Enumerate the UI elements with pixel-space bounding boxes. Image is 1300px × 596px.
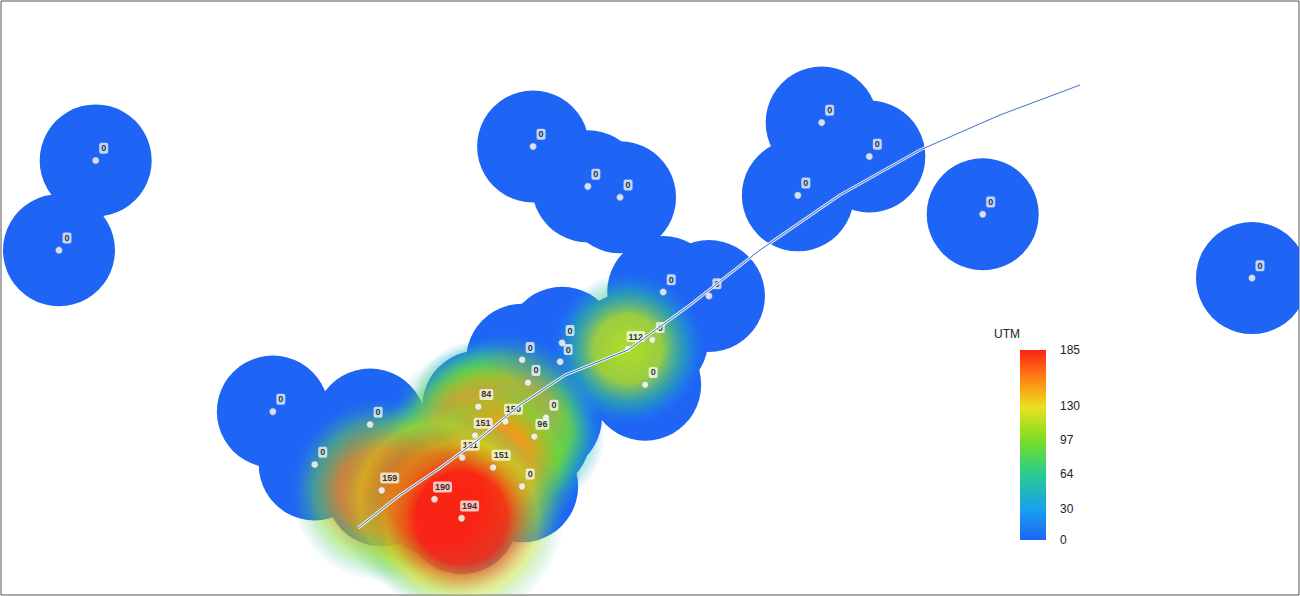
- svg-text:0: 0: [320, 447, 325, 457]
- svg-text:0: 0: [551, 400, 556, 410]
- svg-text:0: 0: [593, 169, 598, 179]
- svg-text:0: 0: [64, 233, 69, 243]
- svg-text:0: 0: [657, 322, 663, 333]
- svg-text:0: 0: [278, 394, 283, 404]
- svg-text:0: 0: [988, 197, 993, 207]
- svg-text:96: 96: [537, 419, 547, 429]
- svg-text:0: 0: [669, 275, 674, 285]
- svg-text:112: 112: [628, 331, 643, 342]
- svg-text:0: 0: [528, 469, 533, 479]
- svg-text:130: 130: [1060, 399, 1080, 413]
- svg-text:0: 0: [528, 343, 533, 353]
- svg-text:185: 185: [1060, 343, 1080, 357]
- svg-text:0: 0: [376, 407, 381, 417]
- svg-text:194: 194: [462, 501, 477, 511]
- svg-text:0: 0: [1257, 261, 1262, 271]
- svg-text:0: 0: [533, 365, 538, 375]
- svg-text:0: 0: [651, 367, 656, 377]
- svg-text:97: 97: [1060, 433, 1074, 447]
- svg-text:64: 64: [1060, 467, 1074, 481]
- svg-text:0: 0: [803, 178, 808, 188]
- svg-text:84: 84: [481, 389, 491, 399]
- svg-text:0: 0: [1060, 533, 1067, 547]
- svg-text:150: 150: [505, 404, 521, 415]
- svg-text:159: 159: [382, 473, 397, 483]
- svg-text:0: 0: [827, 105, 832, 115]
- svg-text:0: 0: [101, 143, 106, 153]
- svg-text:0: 0: [568, 326, 573, 336]
- svg-text:0: 0: [539, 129, 544, 139]
- svg-text:0: 0: [714, 278, 720, 289]
- svg-text:0: 0: [875, 139, 880, 149]
- svg-text:0: 0: [626, 180, 631, 190]
- svg-text:151: 151: [476, 418, 491, 428]
- svg-text:0: 0: [566, 345, 571, 355]
- svg-text:151: 151: [494, 450, 509, 460]
- svg-text:UTM: UTM: [994, 327, 1020, 341]
- svg-text:131: 131: [462, 440, 478, 451]
- svg-text:30: 30: [1060, 502, 1074, 516]
- svg-text:190: 190: [435, 482, 450, 492]
